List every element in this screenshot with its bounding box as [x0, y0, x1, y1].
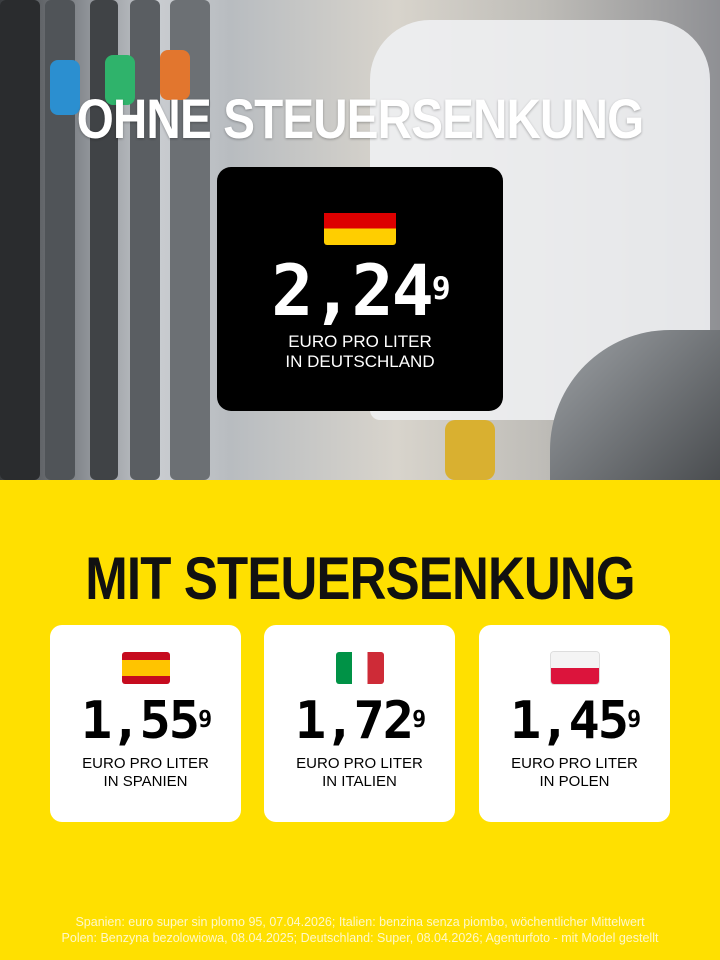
poland-place: IN POLEN: [539, 773, 610, 790]
country-card-spain: 1,559 EURO PRO LITER IN SPANIEN: [50, 625, 241, 822]
headline-without-tax-cut: OHNE STEUERSENKUNG: [76, 87, 644, 150]
italy-place: IN ITALIEN: [322, 773, 397, 790]
country-card-italy: 1,729 EURO PRO LITER IN ITALIEN: [264, 625, 455, 822]
spain-unit: EURO PRO LITER: [82, 755, 209, 772]
headline-with-tax-cut: MIT STEUERSENKUNG: [85, 545, 635, 612]
source-footnote: Spanien: euro super sin plomo 95, 07.04.…: [0, 914, 720, 946]
spain-place: IN SPANIEN: [103, 773, 188, 790]
italy-price: 1,729: [294, 691, 426, 751]
flag-poland-icon: [479, 652, 670, 689]
poland-unit: EURO PRO LITER: [511, 755, 638, 772]
footnote-line-1: Spanien: euro super sin plomo 95, 07.04.…: [75, 915, 645, 929]
flag-italy-icon: [264, 652, 455, 689]
poland-price: 1,459: [509, 691, 641, 751]
flag-germany-icon: [217, 197, 503, 250]
spain-price: 1,559: [80, 691, 212, 751]
germany-unit: EURO PRO LITER: [288, 332, 432, 351]
germany-price: 2,249: [271, 250, 451, 332]
italy-unit: EURO PRO LITER: [296, 755, 423, 772]
country-card-poland: 1,459 EURO PRO LITER IN POLEN: [479, 625, 670, 822]
footnote-line-2: Polen: Benzyna bezolowiowa, 08.04.2025; …: [61, 931, 659, 945]
germany-place: IN DEUTSCHLAND: [285, 352, 435, 371]
background-photo: [0, 0, 720, 480]
germany-price-box: 2,249 EURO PRO LITER IN DEUTSCHLAND: [217, 167, 503, 411]
flag-spain-icon: [50, 652, 241, 689]
